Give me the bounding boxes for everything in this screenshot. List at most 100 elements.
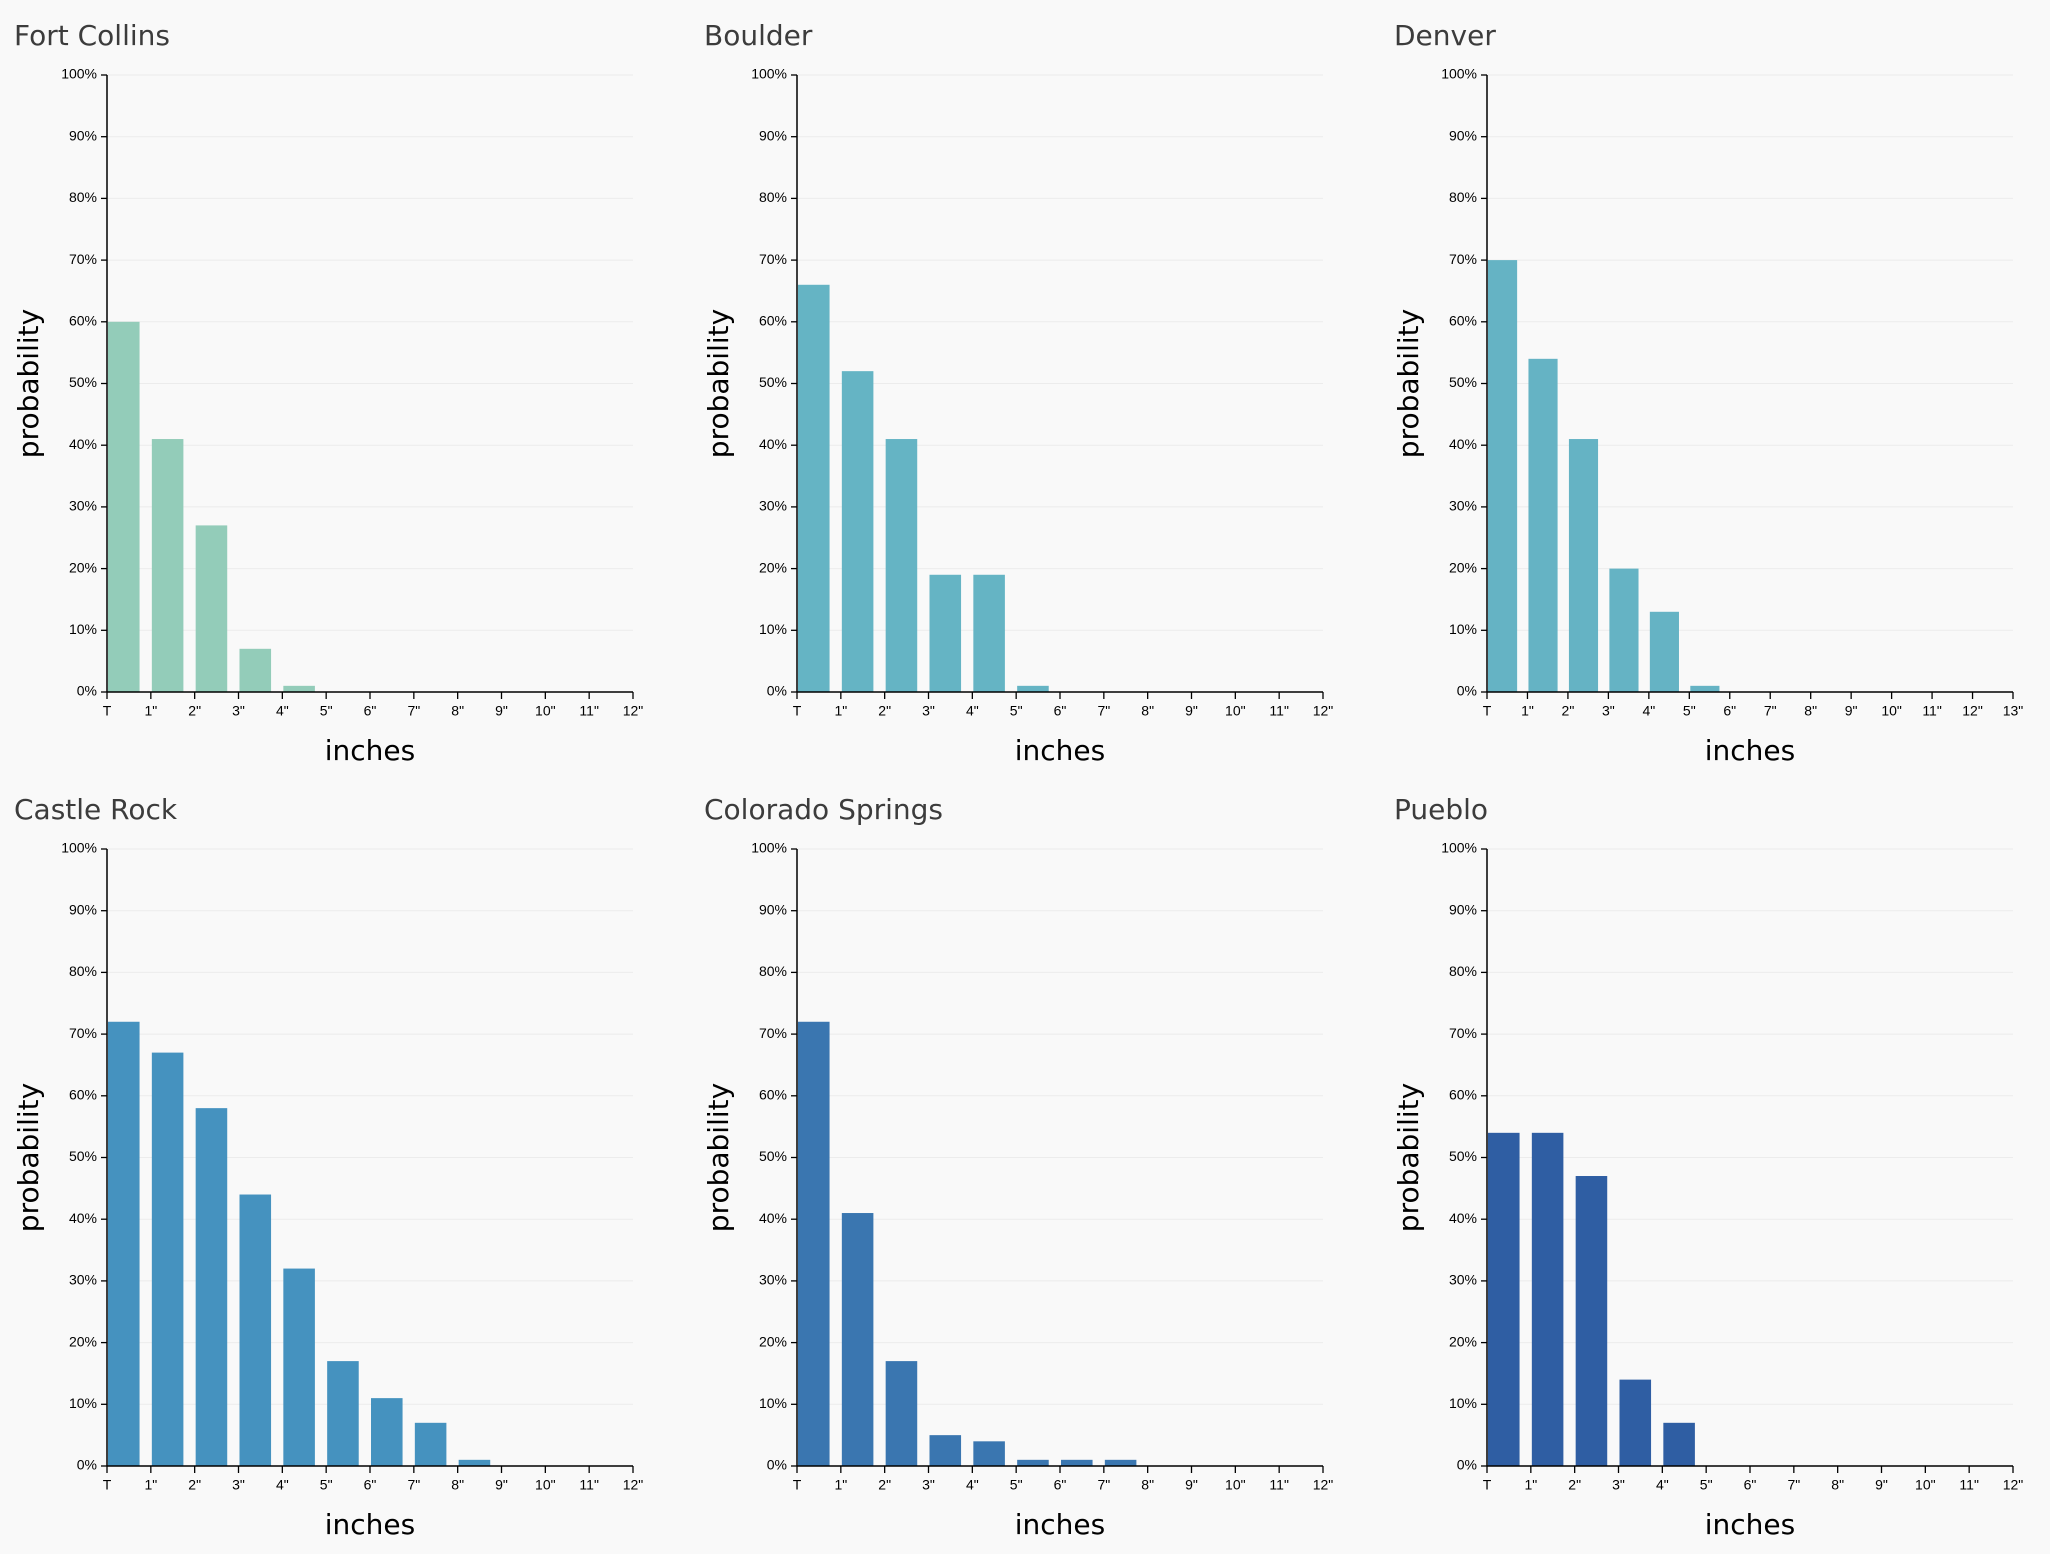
x-tick-label: 1": [834, 703, 847, 719]
x-tick-label: 9": [1185, 1477, 1198, 1493]
x-tick-label: 5": [1010, 703, 1023, 719]
x-tick-label: 3": [232, 703, 245, 719]
bar: [283, 685, 315, 692]
x-axis-label: inches: [1015, 734, 1105, 767]
y-tick-label: 60%: [69, 313, 97, 329]
y-tick-label: 30%: [759, 1272, 787, 1288]
x-tick-label: 11": [579, 703, 599, 719]
x-tick-label: 5": [1700, 1477, 1713, 1493]
x-tick-label: 9": [1875, 1477, 1888, 1493]
y-tick-label: 80%: [1449, 963, 1477, 979]
y-tick-label: 100%: [61, 840, 97, 856]
x-tick-label: 1": [1524, 1477, 1537, 1493]
y-tick-label: 30%: [759, 498, 787, 514]
x-tick-label: 6": [1054, 1477, 1067, 1493]
x-tick-label: 5": [1683, 703, 1696, 719]
x-tick-label: 10": [1225, 1477, 1246, 1493]
y-tick-label: 40%: [69, 1210, 97, 1226]
x-tick-label: 7": [1097, 1477, 1110, 1493]
x-tick-label: 2": [878, 703, 891, 719]
y-tick-label: 100%: [1441, 66, 1477, 82]
x-tick-label: 1": [834, 1477, 847, 1493]
y-tick-label: 10%: [1449, 1395, 1477, 1411]
chart-title: Denver: [1394, 19, 1496, 52]
bar: [929, 1435, 962, 1466]
y-tick-label: 30%: [69, 1272, 97, 1288]
y-tick-label: 60%: [1449, 1087, 1477, 1103]
bar: [151, 439, 184, 692]
y-tick-label: 20%: [69, 1333, 97, 1349]
x-tick-label: 3": [1612, 1477, 1625, 1493]
x-tick-label: 6": [1054, 703, 1067, 719]
y-tick-label: 0%: [77, 683, 97, 699]
x-tick-label: 10": [535, 703, 556, 719]
y-tick-label: 10%: [1449, 621, 1477, 637]
x-tick-label: 1": [144, 1477, 157, 1493]
y-tick-label: 100%: [751, 840, 787, 856]
y-tick-label: 20%: [759, 1333, 787, 1349]
x-tick-label: 2": [188, 703, 201, 719]
bar: [885, 439, 918, 692]
x-tick-label: 11": [579, 1477, 599, 1493]
x-tick-label: 10": [1915, 1477, 1936, 1493]
bar: [1104, 1459, 1137, 1466]
y-tick-label: 40%: [1449, 436, 1477, 452]
y-tick-label: 70%: [1449, 251, 1477, 267]
x-tick-label: 8": [1141, 1477, 1154, 1493]
x-tick-label: 2": [878, 1477, 891, 1493]
y-axis-label: probability: [12, 309, 45, 458]
y-tick-label: 20%: [1449, 559, 1477, 575]
y-tick-label: 40%: [759, 1210, 787, 1226]
x-tick-label: 4": [276, 703, 289, 719]
y-axis-label: probability: [1392, 1083, 1425, 1232]
x-tick-label: 3": [922, 1477, 935, 1493]
x-tick-label: 2": [1562, 703, 1575, 719]
bar: [108, 321, 140, 692]
bar: [798, 284, 830, 692]
y-tick-label: 60%: [759, 1087, 787, 1103]
y-axis-label: probability: [12, 1083, 45, 1232]
bar: [1017, 1459, 1049, 1466]
x-tick-label: 7": [1787, 1477, 1800, 1493]
x-tick-label: 4": [966, 1477, 979, 1493]
x-axis-label: inches: [1705, 1508, 1795, 1541]
bar: [1609, 568, 1639, 692]
chart-title: Colorado Springs: [704, 793, 943, 826]
y-tick-label: 30%: [1449, 498, 1477, 514]
y-tick-label: 0%: [1457, 683, 1477, 699]
bar: [414, 1422, 447, 1466]
x-tick-label: 8": [451, 1477, 464, 1493]
x-tick-label: 12": [623, 703, 644, 719]
x-tick-label: 1": [144, 703, 157, 719]
y-tick-label: 90%: [759, 901, 787, 917]
x-tick-label: 8": [1141, 703, 1154, 719]
bar: [1531, 1132, 1564, 1466]
y-tick-label: 50%: [69, 374, 97, 390]
y-tick-label: 30%: [1449, 1272, 1477, 1288]
x-tick-label: 10": [1225, 703, 1246, 719]
y-tick-label: 100%: [61, 66, 97, 82]
y-tick-label: 80%: [759, 189, 787, 205]
y-axis-label: probability: [702, 1083, 735, 1232]
x-tick-label: 12": [1962, 703, 1983, 719]
bar: [239, 1194, 272, 1466]
y-tick-label: 0%: [77, 1457, 97, 1473]
x-tick-label: 3": [922, 703, 935, 719]
x-tick-label: 6": [364, 703, 377, 719]
bar: [1488, 260, 1518, 692]
x-tick-label: 12": [2003, 1477, 2024, 1493]
x-tick-label: 8": [451, 703, 464, 719]
bar: [841, 1213, 874, 1466]
x-tick-label: 7": [1764, 703, 1777, 719]
x-tick-label: 6": [1723, 703, 1736, 719]
y-tick-label: 90%: [1449, 901, 1477, 917]
x-tick-label: 8": [1831, 1477, 1844, 1493]
y-tick-label: 10%: [69, 1395, 97, 1411]
x-tick-label: 9": [495, 1477, 508, 1493]
y-tick-label: 50%: [69, 1148, 97, 1164]
y-tick-label: 60%: [759, 313, 787, 329]
x-tick-label: 11": [1269, 703, 1289, 719]
bar: [195, 1108, 228, 1466]
bar: [885, 1361, 918, 1466]
bar: [108, 1021, 140, 1466]
